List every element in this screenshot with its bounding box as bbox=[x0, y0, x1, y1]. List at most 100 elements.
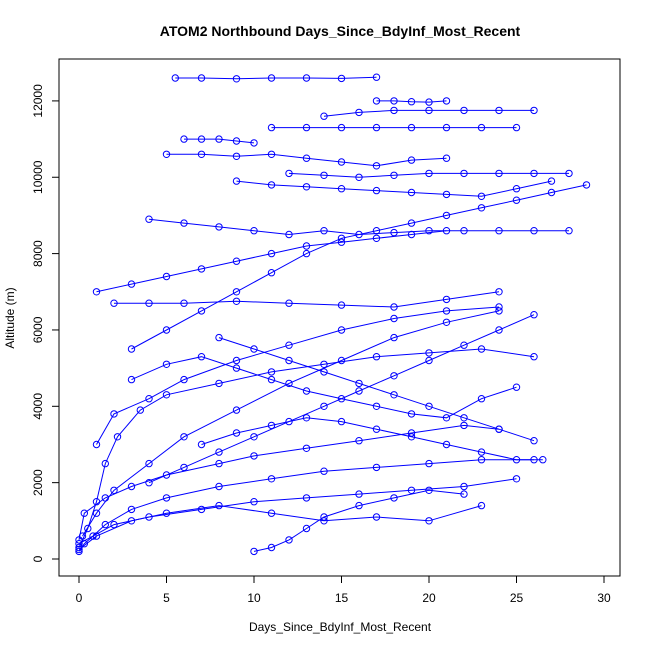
data-point bbox=[180, 135, 188, 143]
data-point bbox=[372, 353, 381, 361]
data-point bbox=[162, 471, 171, 479]
data-point bbox=[101, 520, 110, 529]
data-point bbox=[285, 169, 293, 178]
data-point bbox=[442, 318, 451, 326]
data-point bbox=[460, 490, 468, 498]
data-point bbox=[285, 341, 293, 349]
data-point bbox=[355, 108, 363, 117]
data-series bbox=[145, 215, 573, 239]
data-point bbox=[75, 545, 83, 554]
data-point bbox=[197, 265, 206, 273]
data-point bbox=[477, 345, 486, 353]
y-tick-label: 10000 bbox=[31, 160, 45, 194]
series-line bbox=[166, 153, 447, 167]
data-point bbox=[355, 173, 363, 182]
data-point bbox=[477, 192, 486, 201]
data-point bbox=[337, 158, 346, 166]
data-point bbox=[390, 314, 398, 323]
data-point bbox=[442, 307, 451, 315]
data-point bbox=[372, 186, 381, 195]
data-point bbox=[320, 517, 328, 525]
data-point bbox=[302, 387, 311, 395]
data-point bbox=[390, 333, 398, 342]
data-point bbox=[180, 433, 188, 441]
data-point bbox=[285, 417, 293, 426]
data-point bbox=[285, 379, 293, 388]
data-point bbox=[337, 234, 346, 243]
data-point bbox=[320, 402, 328, 410]
data-point bbox=[337, 417, 346, 426]
data-point bbox=[110, 299, 118, 307]
data-point bbox=[425, 517, 433, 525]
data-point bbox=[372, 463, 381, 472]
data-point bbox=[127, 375, 136, 384]
data-point bbox=[372, 73, 381, 81]
series-line bbox=[78, 505, 482, 550]
data-point bbox=[425, 227, 433, 235]
data-series bbox=[162, 150, 451, 170]
data-point bbox=[232, 152, 241, 161]
data-point bbox=[495, 169, 503, 178]
data-point bbox=[477, 395, 486, 403]
data-point bbox=[582, 181, 591, 189]
data-point bbox=[320, 368, 328, 376]
data-point bbox=[565, 227, 573, 235]
data-point bbox=[425, 169, 433, 178]
data-point bbox=[477, 501, 486, 510]
data-series bbox=[372, 97, 451, 106]
series-line bbox=[78, 459, 534, 552]
x-tick-label: 0 bbox=[76, 591, 83, 605]
data-point bbox=[442, 414, 451, 422]
data-point bbox=[267, 509, 276, 517]
data-series bbox=[127, 353, 521, 422]
data-point bbox=[110, 410, 118, 418]
data-point bbox=[250, 452, 258, 460]
data-point bbox=[425, 402, 433, 410]
data-point bbox=[407, 410, 416, 418]
data-point bbox=[302, 123, 311, 132]
data-point bbox=[232, 364, 241, 372]
data-point bbox=[460, 106, 468, 115]
data-point bbox=[145, 395, 153, 403]
data-point bbox=[390, 372, 398, 380]
chart-title: ATOM2 Northbound Days_Since_BdyInf_Most_… bbox=[160, 23, 521, 39]
data-point bbox=[110, 486, 118, 494]
data-series bbox=[75, 456, 538, 556]
data-point bbox=[250, 547, 258, 556]
data-point bbox=[425, 459, 433, 468]
data-point bbox=[197, 135, 206, 143]
data-point bbox=[267, 375, 276, 384]
data-point bbox=[92, 509, 101, 517]
data-point bbox=[267, 543, 276, 552]
data-series bbox=[75, 501, 486, 554]
data-point bbox=[495, 303, 503, 311]
data-point bbox=[407, 230, 416, 239]
data-point bbox=[390, 391, 398, 399]
data-point bbox=[197, 307, 206, 315]
data-point bbox=[565, 169, 573, 178]
data-point bbox=[442, 211, 451, 220]
data-point bbox=[425, 486, 433, 494]
data-point bbox=[372, 234, 381, 243]
data-point bbox=[232, 257, 241, 265]
data-point bbox=[285, 230, 293, 239]
data-point bbox=[162, 360, 171, 368]
data-point bbox=[477, 123, 486, 132]
data-series bbox=[232, 177, 556, 201]
data-point bbox=[355, 490, 363, 498]
data-point bbox=[197, 440, 206, 449]
data-point bbox=[302, 494, 311, 502]
data-point bbox=[407, 429, 416, 437]
data-point bbox=[460, 421, 468, 430]
data-point bbox=[180, 299, 188, 307]
data-point bbox=[320, 112, 328, 120]
data-point bbox=[127, 505, 136, 514]
data-point bbox=[355, 501, 363, 510]
data-point bbox=[407, 98, 416, 106]
data-point bbox=[512, 185, 521, 193]
data-point bbox=[442, 97, 451, 105]
data-point bbox=[495, 106, 503, 115]
data-series bbox=[320, 106, 538, 120]
series-line bbox=[323, 109, 534, 117]
